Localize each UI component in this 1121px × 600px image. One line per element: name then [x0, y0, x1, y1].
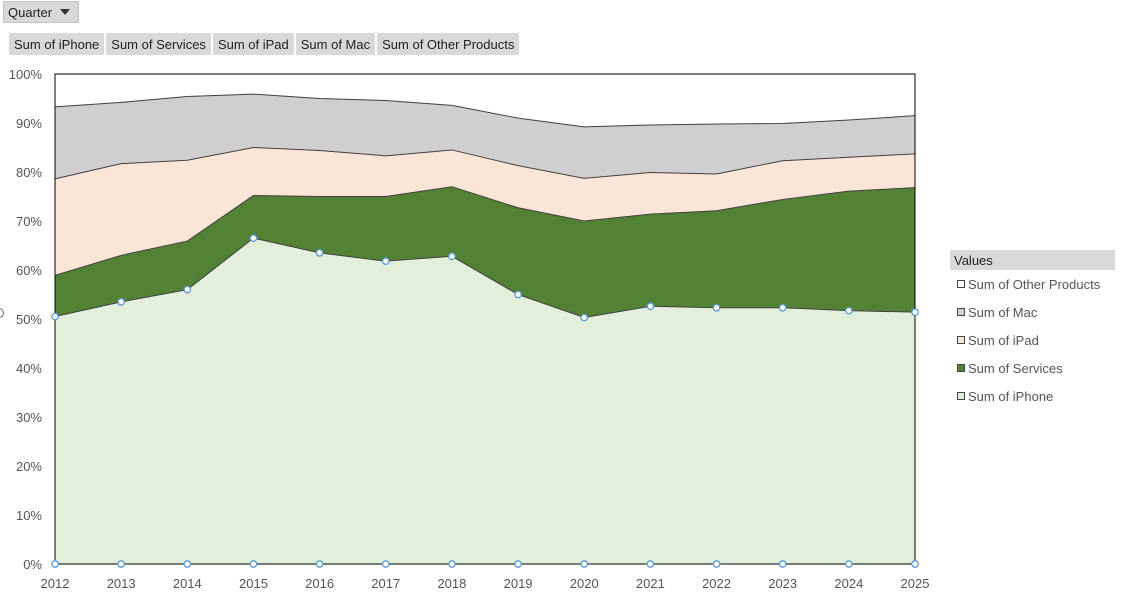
y-tick-label: 80%: [16, 165, 42, 180]
selection-marker-bottom-iphone[interactable]: [315, 560, 324, 568]
legend-item-mac[interactable]: Sum of Mac: [950, 298, 1115, 326]
x-tick-label: 2019: [504, 576, 533, 591]
x-tick-label: 2021: [636, 576, 665, 591]
selection-marker-bottom-iphone[interactable]: [51, 560, 59, 568]
y-tick-label: 70%: [16, 214, 42, 229]
area-top-line-mac: [54, 93, 916, 128]
dropdown-caret-icon: [60, 9, 71, 15]
selection-marker-bottom-iphone[interactable]: [514, 560, 522, 568]
x-tick-label: 2025: [901, 576, 930, 591]
legend-item-ipad[interactable]: Sum of iPad: [950, 326, 1115, 354]
selection-marker-iphone[interactable]: [778, 303, 787, 312]
y-tick-label: 100%: [9, 67, 43, 82]
area-iphone[interactable]: [55, 238, 915, 564]
legend: Values Sum of Other Products Sum of Mac …: [950, 250, 1115, 410]
selection-marker-iphone[interactable]: [117, 298, 126, 306]
field-button-other-products[interactable]: Sum of Other Products: [377, 33, 520, 55]
x-tick-label: 2013: [107, 576, 136, 591]
selection-marker-bottom-iphone[interactable]: [448, 560, 456, 568]
selection-marker-iphone[interactable]: [249, 234, 258, 242]
x-tick-label: 2016: [305, 576, 334, 591]
area-top-line-services: [54, 186, 916, 276]
selection-marker-iphone[interactable]: [448, 252, 456, 261]
selection-marker-iphone[interactable]: [315, 249, 324, 257]
x-tick-label: 2024: [834, 576, 863, 591]
area-services[interactable]: [55, 186, 915, 318]
legend-swatch: [957, 336, 965, 344]
y-tick-label: 40%: [16, 361, 42, 376]
area-top-line-iphone: [54, 237, 916, 319]
legend-item-other-products[interactable]: Sum of Other Products: [950, 270, 1115, 298]
selection-marker-bottom-iphone[interactable]: [117, 560, 126, 568]
stacked-area-chart[interactable]: 0% 10% 20% 30% 40% 50% 60% 70% 80% 90% 100% 2012 20…: [0, 60, 945, 600]
field-button-services[interactable]: Sum of Services: [106, 33, 211, 55]
legend-title: Values: [950, 250, 1115, 270]
x-tick-label: 2014: [173, 576, 202, 591]
quarter-filter-label: Quarter: [8, 4, 53, 20]
field-button-mac[interactable]: Sum of Mac: [295, 33, 376, 55]
area-mac[interactable]: [55, 94, 915, 179]
y-tick-label: 30%: [16, 410, 42, 425]
selection-marker-bottom-iphone[interactable]: [712, 560, 721, 568]
selection-marker-iphone[interactable]: [844, 306, 853, 315]
legend-label: Sum of Other Products: [968, 276, 1101, 292]
legend-item-iphone[interactable]: Sum of iPhone: [950, 382, 1115, 410]
x-tick-label: 2022: [702, 576, 731, 591]
selection-marker-bottom-iphone[interactable]: [249, 560, 258, 568]
legend-swatch: [957, 308, 965, 316]
selection-marker-iphone[interactable]: [911, 308, 919, 316]
field-button-iphone[interactable]: Sum of iPhone: [9, 33, 105, 55]
legend-label: Sum of Services: [968, 360, 1063, 376]
selection-marker-bottom-iphone[interactable]: [844, 560, 853, 568]
x-tick-label: 2012: [41, 576, 70, 591]
field-button-ipad[interactable]: Sum of iPad: [212, 33, 294, 55]
selection-marker-iphone[interactable]: [646, 302, 655, 311]
selection-marker-bottom-iphone[interactable]: [381, 560, 390, 568]
y-tick-label: 20%: [16, 459, 42, 474]
legend-swatch: [957, 392, 965, 400]
x-tick-label: 2023: [768, 576, 797, 591]
y-tick-label: 90%: [16, 116, 42, 131]
selection-marker-iphone[interactable]: [381, 257, 390, 266]
area-other-products[interactable]: [55, 74, 915, 127]
legend-swatch: [957, 364, 965, 372]
y-tick-label: 60%: [16, 263, 42, 278]
value-field-bar: Sum of iPhone Sum of Services Sum of iPa…: [9, 33, 520, 55]
legend-item-services[interactable]: Sum of Services: [950, 354, 1115, 382]
legend-label: Sum of Mac: [968, 304, 1038, 320]
selection-marker-bottom-iphone[interactable]: [183, 560, 192, 568]
legend-swatch: [957, 280, 965, 288]
area-ipad[interactable]: [55, 147, 915, 276]
selection-marker-bottom-iphone[interactable]: [646, 560, 655, 568]
selection-marker-iphone[interactable]: [51, 312, 59, 321]
area-top-line-ipad: [54, 146, 916, 180]
x-tick-label: 2018: [437, 576, 466, 591]
selection-marker-iphone[interactable]: [580, 313, 589, 322]
selection-marker-iphone[interactable]: [712, 303, 721, 312]
x-tick-label: 2017: [371, 576, 400, 591]
legend-label: Sum of iPhone: [968, 388, 1054, 404]
quarter-filter-button[interactable]: Quarter: [3, 1, 80, 23]
selection-marker-iphone[interactable]: [183, 285, 192, 294]
selection-marker-bottom-iphone[interactable]: [778, 560, 787, 568]
y-tick-label: 0%: [23, 557, 42, 572]
selection-marker-bottom-iphone[interactable]: [911, 560, 919, 568]
legend-label: Sum of iPad: [968, 332, 1039, 348]
x-tick-label: 2015: [239, 576, 268, 591]
y-tick-label: 10%: [16, 508, 42, 523]
x-tick-label: 2020: [570, 576, 599, 591]
y-tick-label: 50%: [16, 312, 42, 327]
selection-marker-bottom-iphone[interactable]: [580, 560, 589, 568]
selection-marker-iphone[interactable]: [514, 290, 522, 299]
